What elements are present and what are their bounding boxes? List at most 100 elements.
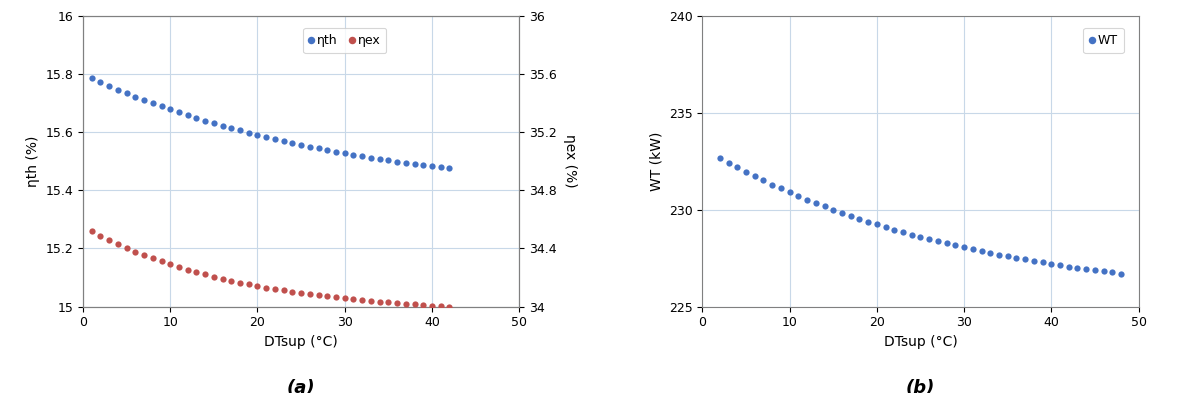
ηex (216, 276, 230, 281)
WT (991, 252, 1006, 257)
ηex (434, 304, 448, 309)
Text: (a): (a) (287, 379, 315, 393)
ηth (390, 159, 404, 164)
Line: WT: WT (716, 154, 1124, 277)
ηth (312, 146, 326, 151)
ηex (128, 249, 142, 254)
ηth (346, 152, 361, 157)
ηth (408, 162, 422, 166)
ηth (136, 97, 151, 102)
ηth (294, 142, 308, 147)
ηth (434, 165, 448, 170)
WT (922, 237, 936, 241)
ηex (312, 293, 326, 298)
WT (949, 243, 963, 248)
WT (843, 213, 857, 218)
ηth (355, 154, 369, 158)
WT (835, 211, 849, 215)
ηex (286, 289, 300, 294)
WT (1061, 264, 1076, 269)
ηex (102, 238, 116, 242)
WT (1053, 263, 1067, 268)
WT (965, 247, 980, 252)
WT (783, 190, 797, 195)
ηth (268, 137, 282, 141)
ηex (408, 302, 422, 307)
WT (1044, 261, 1058, 266)
ηth (329, 149, 343, 154)
ηex (268, 286, 282, 291)
WT (895, 230, 910, 235)
WT (731, 165, 745, 170)
WT (957, 245, 971, 250)
ηth (190, 116, 204, 120)
WT (827, 208, 841, 212)
ηth (286, 141, 300, 145)
ηth (425, 164, 439, 169)
ηth (172, 110, 186, 115)
WT (931, 239, 945, 244)
ηth (302, 144, 317, 149)
WT (1079, 267, 1093, 272)
ηex (381, 300, 395, 305)
ηex (294, 291, 308, 296)
ηex (346, 297, 361, 302)
ηex (206, 274, 221, 279)
WT (1009, 255, 1024, 260)
WT (983, 251, 997, 255)
ηth (154, 104, 168, 109)
ηth (250, 132, 264, 137)
WT (1027, 259, 1041, 263)
ηex (329, 295, 343, 300)
ηex (224, 278, 238, 283)
WT (1018, 257, 1032, 262)
WT (853, 217, 867, 221)
ηth (242, 130, 256, 135)
ηex (136, 253, 151, 257)
ηth (198, 118, 212, 123)
WT (913, 235, 927, 239)
ηex (390, 301, 404, 305)
ηth (381, 158, 395, 163)
ηex (416, 303, 431, 307)
ηex (338, 296, 352, 301)
ηex (259, 285, 273, 290)
Line: ηex: ηex (89, 228, 453, 310)
WT (879, 225, 893, 230)
ηth (372, 156, 387, 161)
Y-axis label: ηth (%): ηth (%) (26, 136, 40, 187)
ηth (120, 91, 134, 95)
WT (1097, 269, 1111, 274)
WT (869, 222, 884, 227)
WT (887, 227, 901, 232)
ηex (276, 288, 291, 293)
ηth (110, 87, 125, 92)
ηex (232, 280, 247, 285)
ηth (398, 160, 413, 165)
ηth (224, 126, 238, 130)
WT (905, 232, 919, 237)
ηex (302, 292, 317, 297)
X-axis label: DTsup (°C): DTsup (°C) (884, 335, 957, 349)
ηex (146, 256, 160, 261)
ηth (216, 123, 230, 128)
ηth (442, 166, 457, 171)
ηex (198, 272, 212, 277)
ηth (364, 155, 378, 160)
ηex (110, 242, 125, 246)
ηex (355, 298, 369, 303)
ηex (120, 246, 134, 250)
ηth (416, 163, 431, 167)
X-axis label: DTsup (°C): DTsup (°C) (264, 335, 338, 349)
ηex (320, 294, 334, 299)
ηex (154, 259, 168, 264)
ηex (164, 262, 178, 267)
ηth (180, 113, 195, 118)
WT (773, 186, 788, 191)
ηex (442, 304, 457, 309)
WT (757, 178, 771, 183)
Legend: ηth, ηex: ηth, ηex (304, 28, 387, 53)
Y-axis label: WT (kW): WT (kW) (650, 131, 663, 191)
ηex (364, 299, 378, 303)
ηth (259, 135, 273, 140)
